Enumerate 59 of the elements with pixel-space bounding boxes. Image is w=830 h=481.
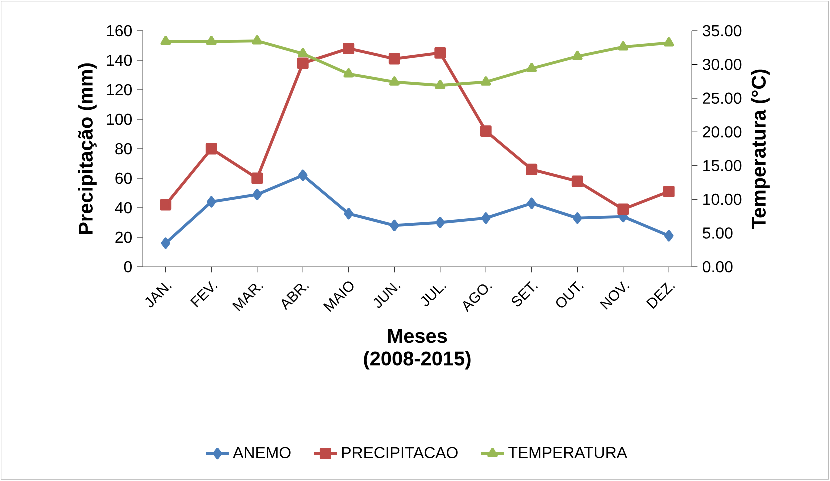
point (160, 36, 172, 46)
y2-axis-title: Temperatura (°C) (751, 70, 770, 229)
y-tick-label: 140 (107, 54, 132, 66)
legend-label: ANEMO (233, 447, 291, 458)
y-tick-label: 20 (116, 232, 132, 244)
point (344, 208, 354, 220)
point (252, 189, 262, 200)
point (161, 238, 171, 250)
legend-label: TEMPERATURA (508, 447, 628, 458)
point (343, 42, 355, 54)
point (526, 63, 538, 72)
point (344, 68, 354, 78)
point (526, 164, 538, 176)
point (434, 47, 446, 59)
point (527, 198, 537, 210)
y2-tick-label: 15.00 (704, 160, 742, 172)
x-axis-title: Meses (2008-2015) (364, 329, 471, 370)
point (480, 126, 492, 138)
point (481, 212, 491, 224)
y-tick-label: 40 (115, 202, 132, 214)
point (206, 143, 218, 155)
y-tick-label: 100 (107, 114, 132, 126)
point (252, 35, 263, 45)
point (252, 172, 264, 184)
y2-tick-label: 5.00 (703, 228, 733, 239)
y-axis-title: Precipitação (mm) (78, 64, 97, 234)
point (664, 37, 674, 47)
point (389, 76, 400, 86)
point (663, 186, 675, 198)
point (206, 196, 216, 208)
y2-tick-label: 0.00 (702, 261, 733, 273)
point (435, 80, 446, 90)
y-tick-label: 80 (116, 143, 132, 155)
y-tick-label: 60 (116, 172, 132, 184)
y-tick-label: 160 (107, 25, 132, 37)
point (664, 230, 674, 242)
point (298, 170, 308, 182)
point (298, 48, 308, 58)
point (206, 36, 217, 46)
point (388, 53, 400, 65)
point (618, 204, 630, 216)
point (436, 217, 446, 228)
point (160, 199, 172, 211)
y2-tick-label: 35.00 (702, 25, 742, 37)
y2-tick-label: 20.00 (703, 126, 742, 138)
point (297, 58, 309, 70)
y-tick-label: 120 (107, 84, 132, 96)
point (480, 76, 492, 86)
point (618, 41, 629, 51)
y-tick-label: 0 (124, 261, 132, 273)
y2-tick-label: 25.00 (703, 92, 742, 104)
point (572, 176, 584, 188)
x-tick-label: JUL. (421, 286, 447, 306)
point (390, 220, 400, 232)
point (572, 50, 583, 60)
legend-label: PRECIPITACAO (342, 447, 458, 458)
y2-tick-label: 30.00 (702, 59, 742, 70)
point (572, 212, 582, 224)
y2-tick-label: 10.00 (704, 194, 742, 206)
